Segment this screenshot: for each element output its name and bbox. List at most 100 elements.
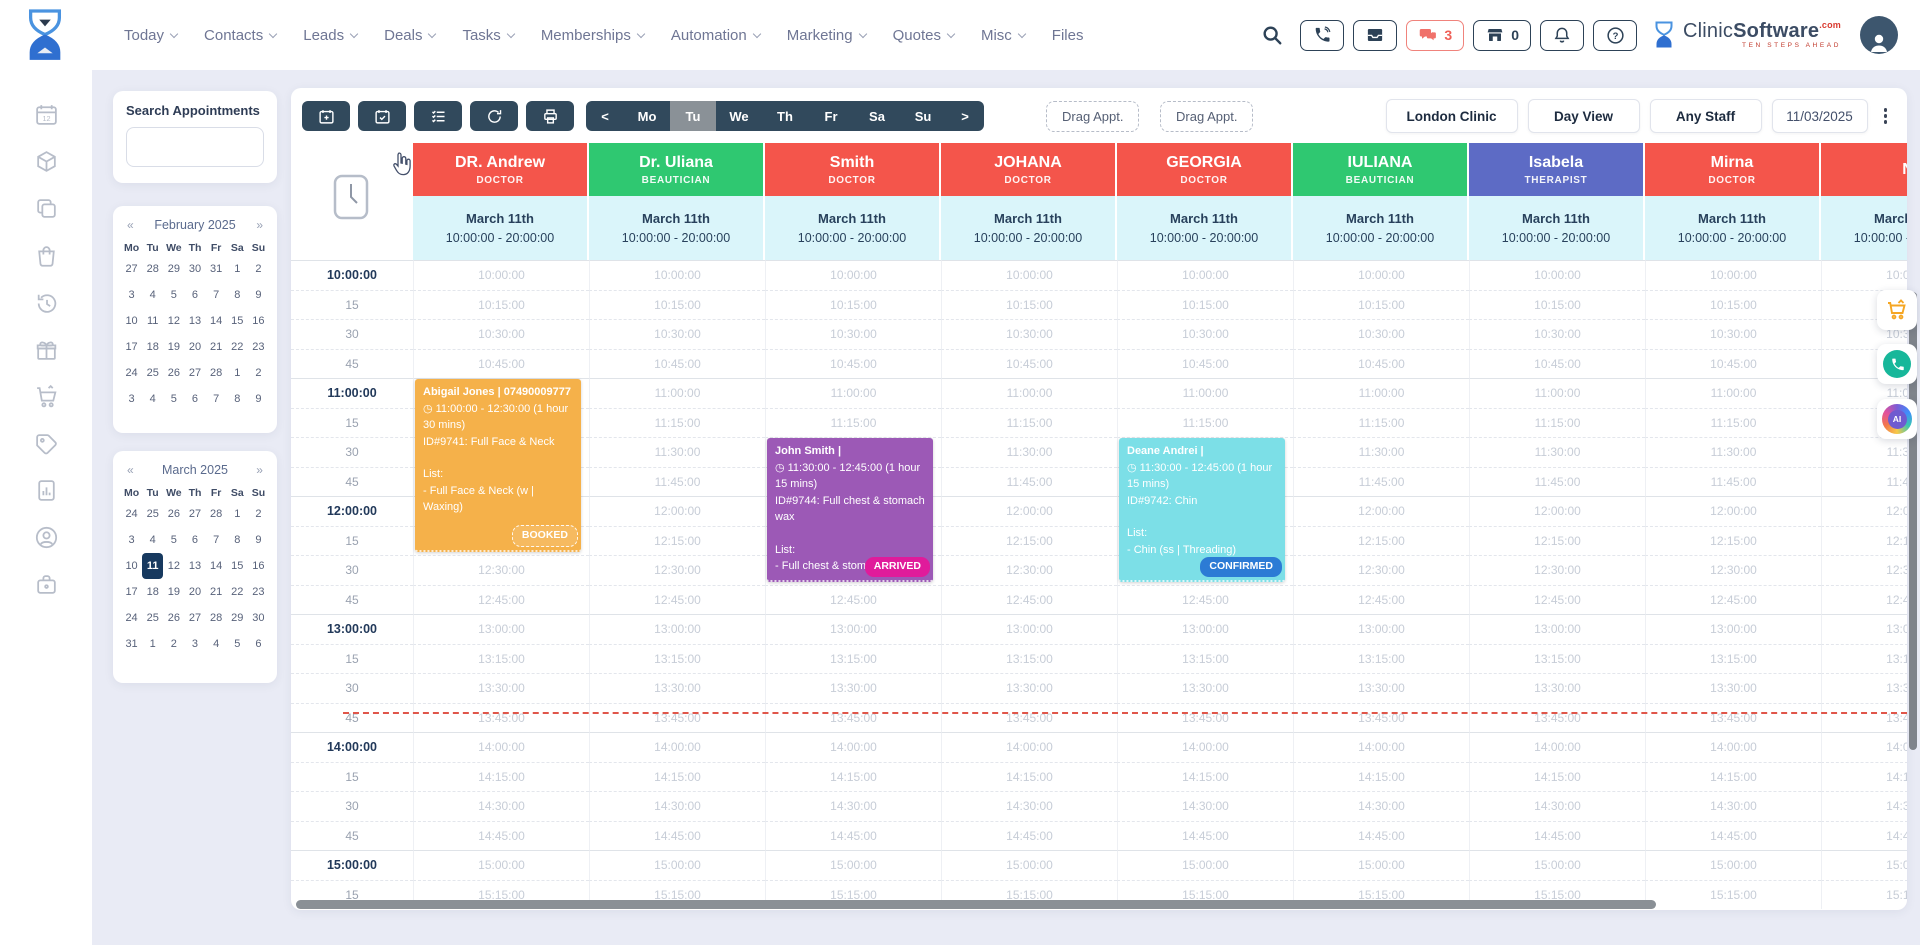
time-slot[interactable]: 10:15:00 xyxy=(1293,289,1469,319)
ai-assistant-button[interactable]: AI xyxy=(1877,399,1917,439)
calendar-day[interactable]: 7 xyxy=(213,289,220,301)
time-slot[interactable]: 13:30:00 xyxy=(1645,673,1821,703)
time-slot[interactable]: 12:45:00 xyxy=(765,584,941,614)
calendar-day[interactable]: 3 xyxy=(128,393,135,405)
calendar-day[interactable]: 24 xyxy=(125,367,138,379)
time-slot[interactable]: 10:30:00 xyxy=(1645,319,1821,349)
time-slot[interactable]: 11:15:00 xyxy=(941,407,1117,437)
time-slot[interactable]: 12:15:00 xyxy=(1293,525,1469,555)
calendar-day[interactable]: 27 xyxy=(188,612,202,624)
time-slot[interactable]: 11:15:00 xyxy=(1117,407,1293,437)
app-logo[interactable] xyxy=(22,8,74,62)
calendar-day-selected[interactable]: 11 xyxy=(142,553,164,579)
time-slot[interactable]: 13:45:00 xyxy=(413,702,589,732)
time-slot[interactable]: 10:30:00 xyxy=(413,319,589,349)
time-slot[interactable]: 14:15:00 xyxy=(1821,761,1907,791)
time-slot[interactable]: 14:30:00 xyxy=(1645,791,1821,821)
time-slot[interactable]: 10:00:00 xyxy=(941,260,1117,290)
time-slot[interactable]: 12:15:00 xyxy=(1469,525,1645,555)
calendar-day[interactable]: 12 xyxy=(167,560,180,572)
calendar-day[interactable]: 9 xyxy=(255,534,262,546)
calendar-day[interactable]: 10 xyxy=(125,315,138,327)
time-slot[interactable]: 10:00:00 xyxy=(765,260,941,290)
time-slot[interactable]: 13:30:00 xyxy=(1821,673,1907,703)
time-slot[interactable]: 11:00:00 xyxy=(1821,378,1907,408)
weekday-button-mo[interactable]: Mo xyxy=(624,101,670,131)
time-slot[interactable]: 11:00:00 xyxy=(941,378,1117,408)
calendar-day[interactable]: 4 xyxy=(149,393,156,405)
time-slot[interactable]: 10:00:00 xyxy=(1293,260,1469,290)
calendar-day[interactable]: 17 xyxy=(125,341,138,353)
calendar-day[interactable]: 5 xyxy=(170,289,177,301)
time-slot[interactable]: 15:15:00 xyxy=(1293,879,1469,909)
staff-column-header-isabela[interactable]: Isabela THERAPIST xyxy=(1469,143,1645,196)
calendar-day[interactable]: 28 xyxy=(210,508,223,520)
time-slot[interactable]: 11:00:00 xyxy=(1469,378,1645,408)
call-quick-button[interactable] xyxy=(1877,344,1917,384)
time-slot[interactable]: 14:30:00 xyxy=(589,791,765,821)
help-button[interactable]: ? xyxy=(1593,19,1637,51)
time-slot[interactable]: 10:30:00 xyxy=(1469,319,1645,349)
time-slot[interactable]: 13:30:00 xyxy=(1117,673,1293,703)
staff-column-header-mirna[interactable]: Mirna DOCTOR xyxy=(1645,143,1821,196)
refresh-button[interactable] xyxy=(470,101,518,131)
copy-pages-icon[interactable] xyxy=(34,196,59,221)
calendar-prev-button[interactable]: « xyxy=(127,218,134,232)
time-slot[interactable]: 10:45:00 xyxy=(589,348,765,378)
time-slot[interactable]: 14:45:00 xyxy=(1645,820,1821,850)
time-slot[interactable]: 10:15:00 xyxy=(1469,289,1645,319)
time-slot[interactable]: 13:00:00 xyxy=(1293,614,1469,644)
price-tag-icon[interactable] xyxy=(34,431,59,456)
time-slot[interactable]: 10:45:00 xyxy=(941,348,1117,378)
time-slot[interactable]: 13:00:00 xyxy=(413,614,589,644)
time-slot[interactable]: 13:30:00 xyxy=(1293,673,1469,703)
time-slot[interactable]: 13:45:00 xyxy=(765,702,941,732)
time-slot[interactable]: 13:45:00 xyxy=(1293,702,1469,732)
time-slot[interactable]: 14:00:00 xyxy=(1821,732,1907,762)
time-slot[interactable]: 13:30:00 xyxy=(1469,673,1645,703)
time-slot[interactable]: 13:00:00 xyxy=(1645,614,1821,644)
time-slot[interactable]: 13:45:00 xyxy=(941,702,1117,732)
time-slot[interactable]: 11:30:00 xyxy=(1293,437,1469,467)
week-prev-button[interactable]: < xyxy=(586,101,624,131)
time-slot[interactable]: 13:30:00 xyxy=(765,673,941,703)
time-slot[interactable]: 10:15:00 xyxy=(589,289,765,319)
view-select[interactable]: Day View xyxy=(1527,99,1640,133)
drag-appointment-button-1[interactable]: Drag Appt. xyxy=(1046,101,1140,132)
time-slot[interactable]: 10:00:00 xyxy=(1645,260,1821,290)
time-slot[interactable]: 10:15:00 xyxy=(1645,289,1821,319)
week-next-button[interactable]: > xyxy=(946,101,984,131)
time-slot[interactable]: 14:15:00 xyxy=(1645,761,1821,791)
time-slot[interactable]: 15:00:00 xyxy=(941,850,1117,880)
calendar-day[interactable]: 30 xyxy=(188,263,202,275)
time-slot[interactable]: 13:15:00 xyxy=(941,643,1117,673)
drag-appointment-button-2[interactable]: Drag Appt. xyxy=(1160,101,1254,132)
calendar-day[interactable]: 25 xyxy=(146,612,159,624)
time-slot[interactable]: 14:45:00 xyxy=(1293,820,1469,850)
time-slot[interactable]: 15:00:00 xyxy=(589,850,765,880)
time-slot[interactable]: 14:15:00 xyxy=(1117,761,1293,791)
time-slot[interactable]: 15:15:00 xyxy=(941,879,1117,909)
time-slot[interactable]: 15:00:00 xyxy=(1645,850,1821,880)
time-slot[interactable]: 12:15:00 xyxy=(1821,525,1907,555)
weekday-button-su[interactable]: Su xyxy=(900,101,946,131)
date-input[interactable]: 11/03/2025 xyxy=(1771,99,1868,133)
time-slot[interactable]: 10:45:00 xyxy=(1117,348,1293,378)
calendar-day[interactable]: 16 xyxy=(252,560,265,572)
new-appointment-button[interactable] xyxy=(302,101,350,131)
calendar-day[interactable]: 27 xyxy=(125,263,138,275)
brand-logo[interactable]: ClinicSoftware.com TEN STEPS AHEAD xyxy=(1652,20,1841,50)
calendar-day[interactable]: 23 xyxy=(252,341,265,353)
calendar-day[interactable]: 18 xyxy=(146,341,159,353)
time-slot[interactable]: 10:30:00 xyxy=(765,319,941,349)
phone-button[interactable] xyxy=(1300,19,1345,51)
calendar-day[interactable]: 19 xyxy=(167,341,180,353)
time-slot[interactable]: 10:00:00 xyxy=(1469,260,1645,290)
time-slot[interactable]: 11:15:00 xyxy=(1469,407,1645,437)
time-slot[interactable]: 14:30:00 xyxy=(413,791,589,821)
calendar-day[interactable]: 21 xyxy=(210,586,223,598)
weekday-button-fr[interactable]: Fr xyxy=(808,101,854,131)
nav-item-files[interactable]: Files xyxy=(1052,27,1084,44)
calendar-day[interactable]: 25 xyxy=(146,508,159,520)
time-slot[interactable]: 15:15:00 xyxy=(765,879,941,909)
